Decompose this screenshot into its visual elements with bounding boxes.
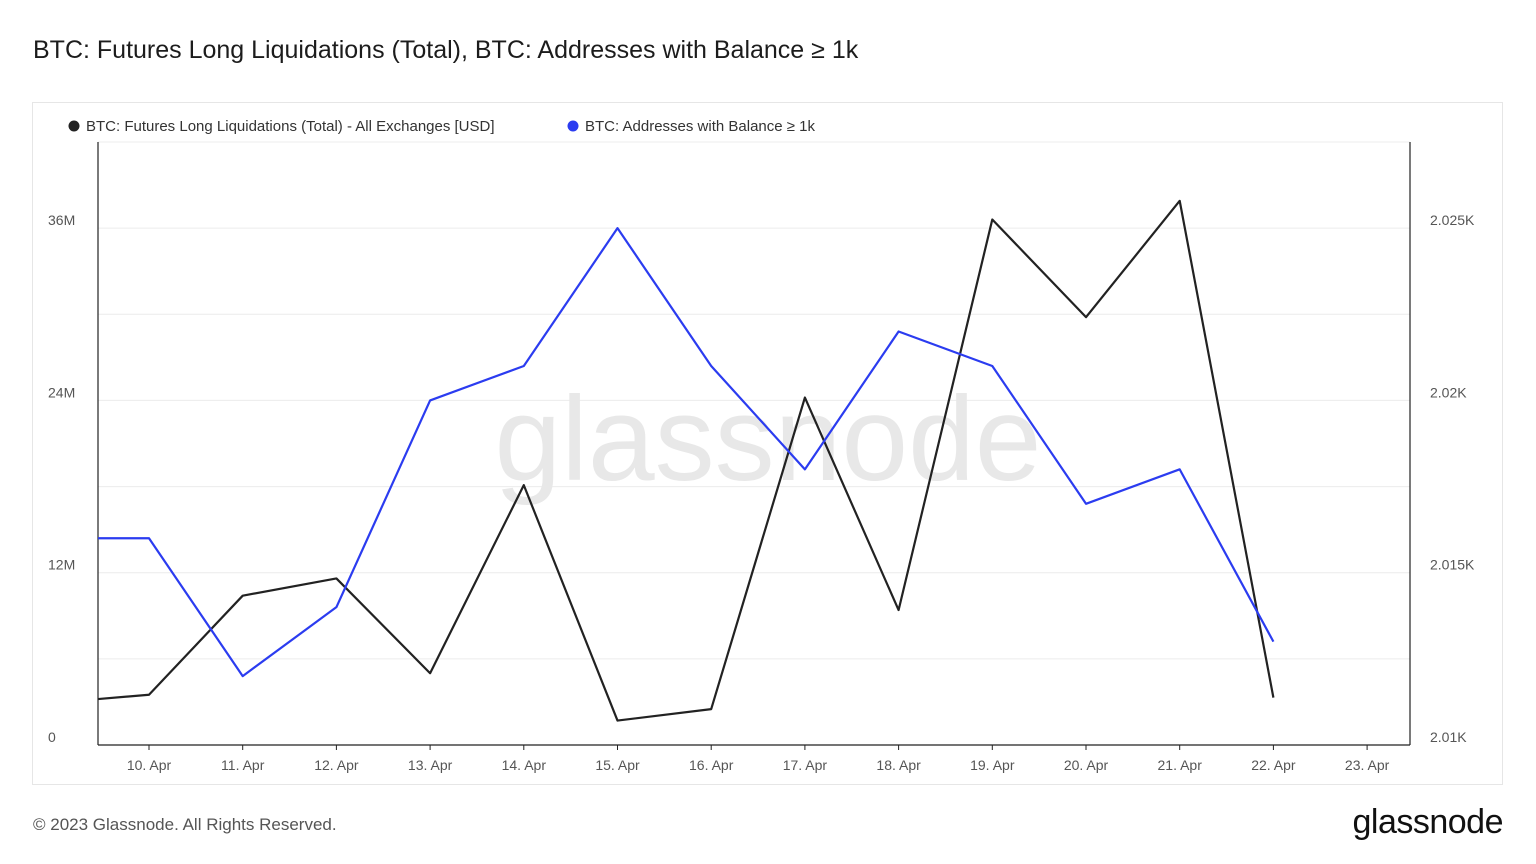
x-axis-ticks: 10. Apr 11. Apr 12. Apr 13. Apr 14. Apr 15. A… <box>127 745 1390 773</box>
x-tick-label: 17. Apr <box>783 757 828 773</box>
right-tick-label: 2.02K <box>1430 384 1467 400</box>
left-tick-label: 24M <box>48 384 75 400</box>
left-tick-label: 12M <box>48 557 75 573</box>
x-tick-label: 21. Apr <box>1158 757 1203 773</box>
left-tick-label: 0 <box>48 729 56 745</box>
series-lines <box>97 199 1275 722</box>
series-line-2 <box>98 227 1275 678</box>
right-tick-label: 2.025K <box>1430 212 1475 228</box>
right-axis-ticks: 2.01K 2.015K 2.02K 2.025K <box>1430 212 1475 745</box>
grid-lines <box>98 141 1410 660</box>
page-title: BTC: Futures Long Liquidations (Total), … <box>33 36 859 64</box>
watermark: glassnode <box>494 372 1041 506</box>
legend[interactable]: BTC: Futures Long Liquidations (Total) -… <box>68 118 816 135</box>
glassnode-logo[interactable]: glassnode <box>1352 803 1503 841</box>
x-tick-label: 15. Apr <box>595 757 640 773</box>
x-tick-label: 16. Apr <box>689 757 734 773</box>
copyright-text: © 2023 Glassnode. All Rights Reserved. <box>33 815 337 834</box>
x-tick-label: 14. Apr <box>502 757 547 773</box>
x-tick-label: 19. Apr <box>970 757 1015 773</box>
x-tick-label: 20. Apr <box>1064 757 1109 773</box>
legend-label[interactable]: BTC: Addresses with Balance ≥ 1k <box>585 118 816 135</box>
legend-marker <box>567 120 579 132</box>
legend-marker <box>68 120 80 132</box>
left-tick-label: 36M <box>48 212 75 228</box>
x-tick-label: 11. Apr <box>221 757 265 773</box>
x-tick-label: 23. Apr <box>1345 757 1390 773</box>
chart-frame <box>32 102 1503 785</box>
legend-label[interactable]: BTC: Futures Long Liquidations (Total) -… <box>86 118 495 135</box>
axes <box>97 142 1411 746</box>
x-tick-label: 22. Apr <box>1251 757 1296 773</box>
right-tick-label: 2.015K <box>1430 557 1475 573</box>
series-line-1 <box>97 199 1275 722</box>
right-tick-label: 2.01K <box>1430 729 1467 745</box>
x-tick-label: 18. Apr <box>876 757 921 773</box>
x-tick-label: 10. Apr <box>127 757 172 773</box>
left-axis-ticks: 0 12M 24M 36M <box>48 212 75 745</box>
x-tick-label: 12. Apr <box>314 757 359 773</box>
x-tick-label: 13. Apr <box>408 757 453 773</box>
